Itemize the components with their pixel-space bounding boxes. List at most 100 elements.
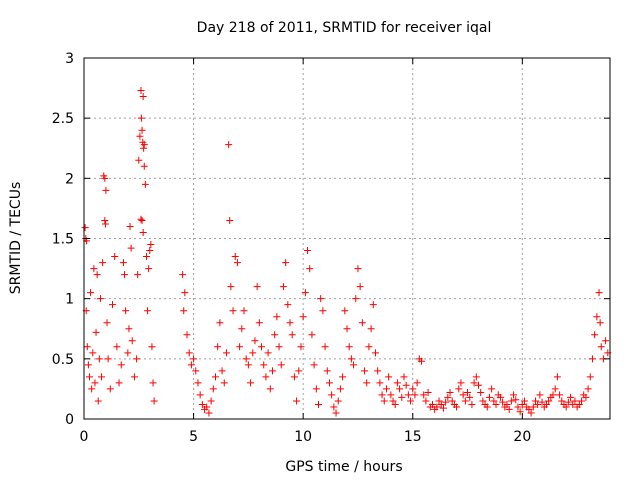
data-point — [531, 397, 539, 405]
data-point — [516, 408, 524, 416]
data-point — [214, 343, 222, 351]
data-point — [477, 389, 485, 397]
data-point — [134, 271, 142, 279]
y-tick-label: 2.5 — [52, 111, 74, 127]
data-point — [249, 349, 257, 357]
data-point — [99, 259, 107, 267]
data-point — [479, 397, 487, 405]
data-point — [505, 405, 513, 413]
data-point — [591, 331, 599, 339]
data-point — [140, 141, 148, 149]
data-point — [101, 174, 109, 182]
data-point — [374, 367, 382, 375]
data-point — [185, 349, 193, 357]
data-point — [602, 337, 610, 345]
data-point — [140, 162, 148, 170]
data-point — [315, 401, 323, 409]
data-point — [387, 391, 395, 399]
data-point — [596, 319, 604, 327]
data-point — [312, 385, 320, 393]
data-point — [137, 215, 145, 223]
data-point — [352, 295, 360, 303]
data-point — [396, 385, 404, 393]
x-tick-label: 0 — [80, 429, 89, 445]
x-tick-label: 10 — [294, 429, 312, 445]
data-point — [459, 391, 467, 399]
data-point — [117, 361, 125, 369]
data-point — [101, 220, 109, 228]
data-points — [81, 86, 612, 417]
data-point — [363, 379, 371, 387]
data-point — [284, 301, 292, 309]
data-point — [527, 409, 535, 417]
data-point — [567, 393, 575, 401]
data-point — [207, 397, 215, 405]
data-point — [87, 289, 95, 297]
data-point — [136, 132, 144, 140]
data-point — [428, 401, 436, 409]
data-point — [220, 379, 228, 387]
data-point — [409, 385, 417, 393]
data-point — [367, 325, 375, 333]
data-point — [310, 361, 318, 369]
data-point — [376, 379, 384, 387]
data-point — [247, 379, 255, 387]
data-point — [593, 313, 601, 321]
data-point — [499, 398, 507, 406]
data-point — [95, 355, 103, 363]
data-point — [571, 397, 579, 405]
data-point — [483, 403, 491, 411]
data-point — [439, 404, 447, 412]
axis-ticks — [83, 57, 610, 420]
data-point — [407, 397, 415, 405]
data-point — [98, 373, 106, 381]
data-point — [282, 259, 290, 267]
data-point — [358, 319, 366, 327]
data-point — [229, 307, 237, 315]
data-point — [534, 401, 542, 409]
data-point — [536, 391, 544, 399]
chart-title: Day 218 of 2011, SRMTID for receiver iqa… — [197, 20, 492, 36]
data-point — [271, 331, 279, 339]
data-point — [442, 398, 450, 406]
data-point — [90, 265, 98, 273]
data-point — [192, 367, 200, 375]
data-point — [149, 379, 157, 387]
data-point — [424, 389, 432, 397]
data-point — [203, 403, 211, 411]
data-point — [92, 328, 100, 336]
data-point — [124, 349, 132, 357]
data-point — [145, 265, 153, 273]
data-point — [529, 403, 537, 411]
data-point — [382, 385, 390, 393]
data-point — [209, 385, 217, 393]
data-point — [137, 114, 145, 122]
data-point — [485, 393, 493, 401]
data-point — [496, 393, 504, 401]
data-point — [336, 385, 344, 393]
data-point — [183, 331, 191, 339]
data-point — [244, 361, 252, 369]
data-point — [85, 373, 93, 381]
data-point — [385, 373, 393, 381]
data-point — [378, 391, 386, 399]
data-point — [279, 283, 287, 291]
data-point — [260, 361, 268, 369]
data-point — [218, 367, 226, 375]
data-point — [138, 216, 146, 224]
data-point — [262, 373, 270, 381]
data-point — [488, 385, 496, 393]
x-tick-label: 20 — [513, 429, 531, 445]
data-point — [472, 373, 480, 381]
data-point — [433, 403, 441, 411]
data-point — [538, 398, 546, 406]
y-tick-label: 1 — [65, 292, 74, 308]
data-point — [273, 313, 281, 321]
x-tick-label: 5 — [189, 429, 198, 445]
data-point — [127, 244, 135, 252]
data-point — [542, 401, 550, 409]
data-point — [330, 403, 338, 411]
data-point — [96, 295, 104, 303]
